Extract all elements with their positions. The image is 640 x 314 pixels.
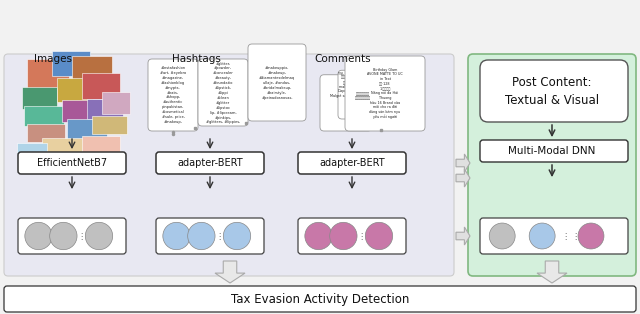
Text: ⋮: ⋮ <box>357 231 365 241</box>
FancyBboxPatch shape <box>4 286 636 312</box>
FancyBboxPatch shape <box>148 59 198 131</box>
Bar <box>22 87 57 109</box>
Circle shape <box>223 222 251 250</box>
Circle shape <box>489 223 515 249</box>
Bar <box>82 73 120 99</box>
Circle shape <box>25 222 52 250</box>
FancyBboxPatch shape <box>480 218 628 254</box>
FancyBboxPatch shape <box>248 44 306 121</box>
Circle shape <box>305 222 332 250</box>
Text: Comments: Comments <box>314 54 371 64</box>
FancyBboxPatch shape <box>18 152 126 174</box>
Circle shape <box>578 223 604 249</box>
FancyBboxPatch shape <box>468 54 636 276</box>
Bar <box>42 138 84 156</box>
Text: ⋮: ⋮ <box>561 231 570 241</box>
Text: Tax Evasion Activity Detection: Tax Evasion Activity Detection <box>231 293 409 306</box>
Bar <box>24 106 64 126</box>
Circle shape <box>365 222 393 250</box>
FancyBboxPatch shape <box>156 218 264 254</box>
Bar <box>27 124 65 142</box>
Bar <box>67 119 107 139</box>
Bar <box>72 56 112 84</box>
Text: は日はおいしい
ケージのオフェシ: は日はおいしい ケージのオフェシ <box>355 92 371 101</box>
Bar <box>17 143 47 159</box>
Bar <box>92 116 127 134</box>
Circle shape <box>50 222 77 250</box>
FancyBboxPatch shape <box>480 140 628 162</box>
Circle shape <box>163 222 190 250</box>
FancyBboxPatch shape <box>320 75 372 131</box>
Text: #makeuppix,
#makeup,
#diamantesdelmaq
ullaje, #ondas,
#bridalmakeup,
#hairstyle,: #makeuppix, #makeup, #diamantesdelmaq ul… <box>259 66 295 100</box>
FancyBboxPatch shape <box>156 152 264 174</box>
Text: Images: Images <box>34 54 72 64</box>
FancyBboxPatch shape <box>18 218 126 254</box>
FancyBboxPatch shape <box>198 59 248 126</box>
FancyBboxPatch shape <box>298 218 406 254</box>
Text: Post Content:
Textual & Visual: Post Content: Textual & Visual <box>505 75 599 106</box>
Text: ⋮: ⋮ <box>571 231 579 241</box>
Polygon shape <box>537 261 567 283</box>
Polygon shape <box>456 154 470 172</box>
Text: YSL 水圆维修
橋類家列連
橋介·1
make Fu
Disponible
Malgré sa structure: YSL 水圆维修 橋類家列連 橋介·1 make Fu Disponible M… <box>330 71 362 98</box>
Bar <box>52 51 90 76</box>
Bar <box>57 78 93 102</box>
FancyBboxPatch shape <box>345 56 425 131</box>
Text: ⋮: ⋮ <box>77 231 85 241</box>
Polygon shape <box>215 261 245 283</box>
Bar <box>62 100 100 122</box>
Bar <box>87 99 123 119</box>
Circle shape <box>330 222 357 250</box>
Text: adapter-BERT: adapter-BERT <box>319 158 385 168</box>
FancyBboxPatch shape <box>338 70 388 119</box>
FancyBboxPatch shape <box>298 152 406 174</box>
Circle shape <box>529 223 555 249</box>
FancyBboxPatch shape <box>4 54 454 276</box>
Circle shape <box>85 222 113 250</box>
Bar <box>102 92 130 114</box>
Text: #glitter,
#powder,
#concealer
#beauty,
#foundatio
#lipstick,
#lippi
#clean
#glit: #glitter, #powder, #concealer #beauty, #… <box>206 62 240 124</box>
Bar <box>82 136 120 154</box>
Text: EfficientNetB7: EfficientNetB7 <box>37 158 107 168</box>
Polygon shape <box>456 169 470 187</box>
Text: Multi-Modal DNN: Multi-Modal DNN <box>508 146 596 156</box>
Text: ⋮: ⋮ <box>215 231 223 241</box>
Polygon shape <box>456 227 470 245</box>
Text: adapter-BERT: adapter-BERT <box>177 158 243 168</box>
Text: Hashtags: Hashtags <box>172 54 221 64</box>
Circle shape <box>188 222 215 250</box>
Text: #instafashion
#art, #eyebro
#magazine,
#fashionblog
#mypts,
#nats,
#shopp,
#auth: #instafashion #art, #eyebro #magazine, #… <box>160 66 186 124</box>
Text: Birthday Glam
AVONE MATTE TO UC
in Text
成恩·128
1.行程优活
Náng nổi đa Hải
Thuong
hàu: Birthday Glam AVONE MATTE TO UC in Text … <box>367 68 403 119</box>
FancyBboxPatch shape <box>480 60 628 122</box>
Bar <box>27 59 69 89</box>
